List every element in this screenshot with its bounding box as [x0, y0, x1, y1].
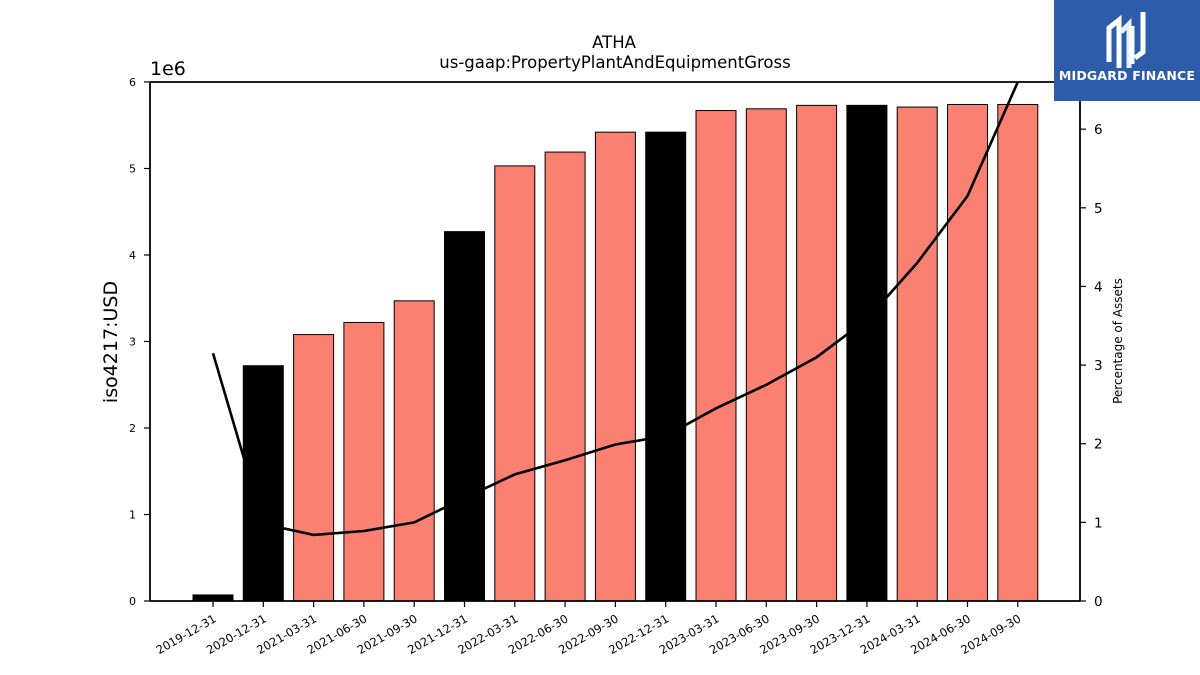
bar: [997, 103, 1039, 602]
line-group: [211, 82, 1019, 537]
y-tick-label: 5: [129, 163, 136, 176]
bar: [947, 103, 988, 602]
chart-title: ATHA: [592, 33, 636, 52]
bar: [242, 365, 284, 602]
y-tick-label: 2: [129, 422, 136, 435]
bar: [896, 106, 938, 602]
chart-subtitle: us-gaap:PropertyPlantAndEquipmentGross: [439, 53, 790, 72]
y2-ticks: 0 1 2 3 4 5 6: [1080, 122, 1103, 610]
logo-text: MIDGARD FINANCE: [1058, 68, 1196, 83]
x-ticks: 2019-12-312020-12-312021-03-312021-06-30…: [154, 601, 1023, 657]
logo-icon: [1106, 12, 1146, 68]
bar: [745, 108, 787, 602]
y2-tick-label: 3: [1094, 358, 1103, 374]
y-tick-label: 6: [129, 76, 136, 89]
midgard-finance-logo: MIDGARD FINANCE: [1054, 0, 1200, 101]
y-tick-label: 3: [129, 336, 136, 349]
bar: [444, 231, 485, 602]
y2-tick-label: 1: [1094, 515, 1103, 531]
bar: [796, 104, 838, 602]
bar: [393, 300, 435, 602]
bar: [594, 131, 636, 602]
bars-group: [192, 103, 1039, 602]
bar: [846, 104, 888, 602]
y2-axis-label: Percentage of Assets: [1111, 278, 1125, 404]
bar: [494, 165, 536, 602]
y-tick-label: 4: [129, 249, 136, 262]
bar: [645, 131, 687, 602]
y2-tick-label: 4: [1094, 279, 1103, 295]
bar: [192, 594, 234, 602]
y-tick-label: 0: [129, 595, 136, 608]
bar: [343, 321, 385, 602]
y-tick-label: 1: [129, 509, 136, 522]
y-axis-label: iso4217:USD: [100, 281, 122, 403]
series-line: [211, 82, 1019, 537]
y2-tick-label: 5: [1094, 201, 1103, 217]
bar: [293, 334, 335, 602]
y-scale-label: 1e6: [150, 58, 186, 80]
y2-tick-label: 2: [1094, 437, 1103, 453]
y-ticks: 0 1 2 3 4 5 6: [129, 76, 150, 608]
y2-tick-label: 6: [1094, 122, 1103, 138]
bar: [544, 151, 586, 602]
bar: [695, 110, 737, 602]
y2-tick-label: 0: [1094, 594, 1103, 610]
